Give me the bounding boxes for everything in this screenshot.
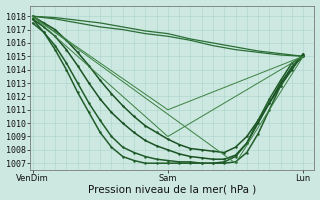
X-axis label: Pression niveau de la mer( hPa ): Pression niveau de la mer( hPa ) — [88, 184, 256, 194]
